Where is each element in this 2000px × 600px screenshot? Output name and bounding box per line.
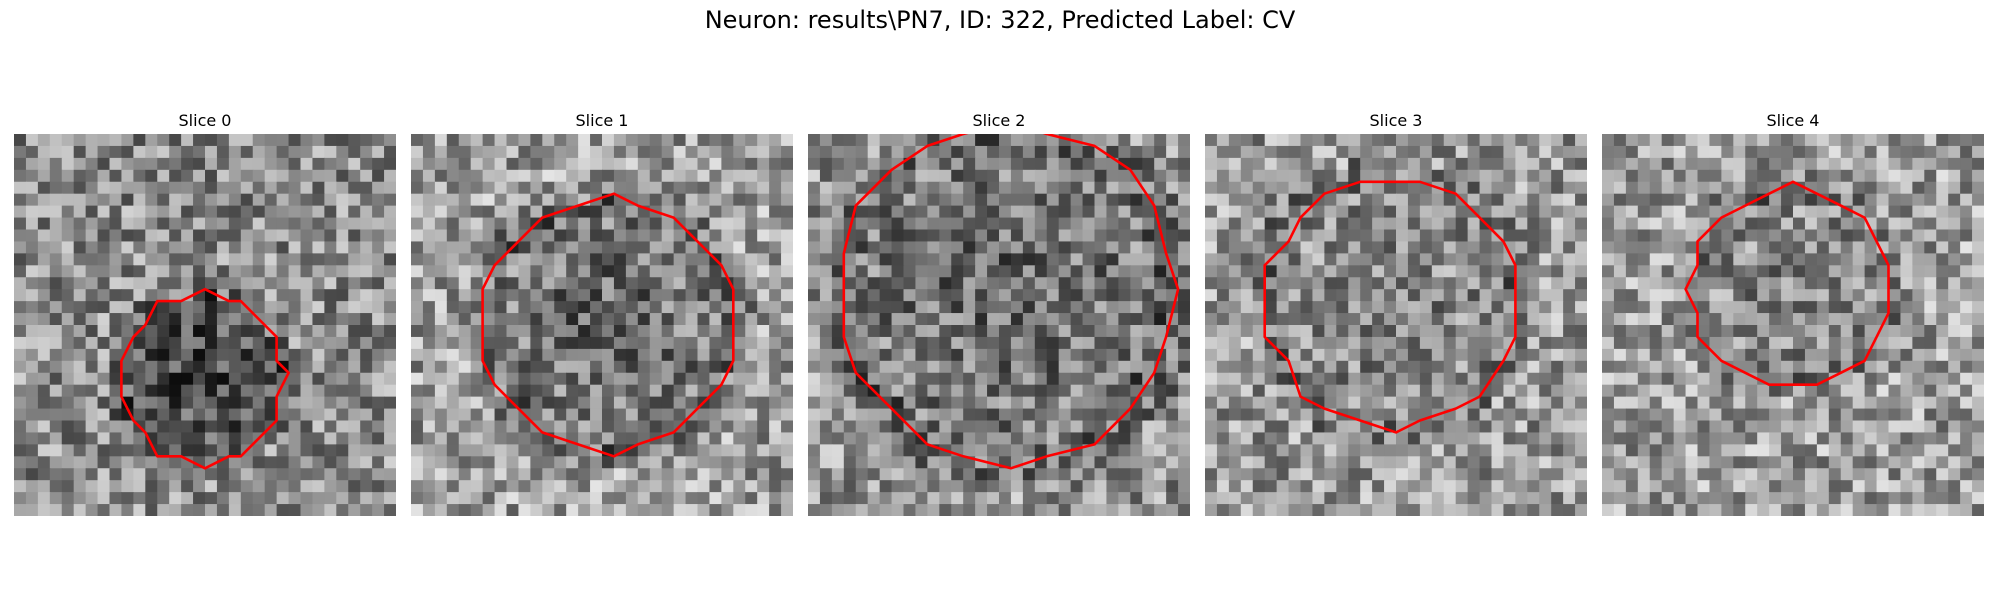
slice-image [1205, 134, 1587, 516]
pixel-grid [1602, 134, 1984, 516]
roi-outline [481, 192, 735, 458]
roi-outline [1263, 180, 1517, 434]
slice-title: Slice 3 [1369, 111, 1423, 130]
pixel-grid [808, 134, 1190, 516]
roi-outline [1684, 180, 1890, 386]
slice-image [14, 134, 396, 516]
slice-panel-0: Slice 0 [14, 110, 396, 516]
pixel-grid [1205, 134, 1587, 516]
slice-panel-2: Slice 2 [808, 110, 1190, 516]
slice-image [808, 134, 1190, 516]
slice-panel-4: Slice 4 [1602, 110, 1984, 516]
slice-title: Slice 4 [1766, 111, 1820, 130]
pixel-grid [411, 134, 793, 516]
figure-title: Neuron: results\PN7, ID: 322, Predicted … [704, 6, 1296, 34]
slice-title: Slice 0 [178, 111, 232, 130]
slice-panel-1: Slice 1 [411, 110, 793, 516]
slice-image [1602, 134, 1984, 516]
pixel-grid [14, 134, 396, 516]
slice-image [411, 134, 793, 516]
slice-panel-3: Slice 3 [1205, 110, 1587, 516]
slice-title: Slice 1 [575, 111, 629, 130]
roi-outline [120, 287, 290, 470]
slice-title: Slice 2 [972, 111, 1026, 130]
roi-outline [842, 134, 1180, 470]
